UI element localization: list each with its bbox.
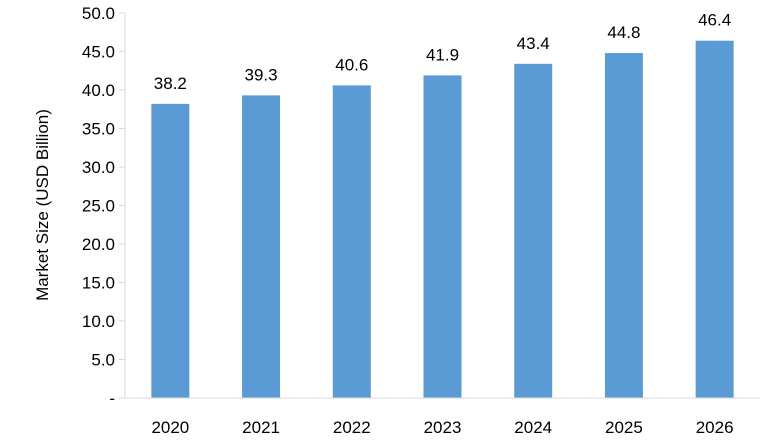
bar-2024 [514, 63, 553, 398]
x-tick-label-2020: 2020 [151, 418, 189, 437]
y-tick-label: 5.0 [91, 351, 115, 370]
bar-2025 [604, 53, 643, 398]
y-tick-label: 35.0 [82, 120, 115, 139]
x-tick-label-2025: 2025 [605, 418, 643, 437]
x-tick-label-2022: 2022 [333, 418, 371, 437]
y-tick-label: 50.0 [82, 4, 115, 23]
y-tick-label: 20.0 [82, 235, 115, 254]
bar-2026 [695, 40, 734, 398]
y-tick-label: - [109, 389, 115, 408]
data-labels: 38.2 39.3 40.6 41.9 43.4 44.8 46.4 [154, 11, 731, 93]
y-axis-title: Market Size (USD Billion) [33, 109, 52, 301]
y-tick-label: 15.0 [82, 274, 115, 293]
x-tick-label-2026: 2026 [696, 418, 734, 437]
bar-2020 [151, 103, 190, 399]
x-axis-ticks: 2020 2021 2022 2023 2024 2025 2026 [151, 418, 733, 437]
x-tick-label-2021: 2021 [242, 418, 280, 437]
bar-2021 [242, 95, 281, 398]
y-tick-label: 30.0 [82, 158, 115, 177]
data-label-2023: 41.9 [426, 45, 459, 64]
y-tick-label: 25.0 [82, 197, 115, 216]
data-label-2026: 46.4 [698, 11, 731, 30]
bar-2022 [332, 85, 371, 398]
y-axis-ticks: - 5.0 10.0 15.0 20.0 25.0 30.0 35.0 40.0 45.0 50.0 [82, 4, 125, 408]
y-tick-label: 10.0 [82, 312, 115, 331]
data-label-2024: 43.4 [517, 34, 550, 53]
data-label-2020: 38.2 [154, 74, 187, 93]
y-tick-label: 45.0 [82, 43, 115, 62]
data-label-2025: 44.8 [607, 23, 640, 42]
y-tick-label: 40.0 [82, 81, 115, 100]
bar-2023 [423, 75, 462, 399]
bars [151, 40, 734, 399]
x-tick-label-2023: 2023 [424, 418, 462, 437]
x-tick-label-2024: 2024 [514, 418, 552, 437]
data-label-2021: 39.3 [245, 65, 278, 84]
data-label-2022: 40.6 [335, 55, 368, 74]
